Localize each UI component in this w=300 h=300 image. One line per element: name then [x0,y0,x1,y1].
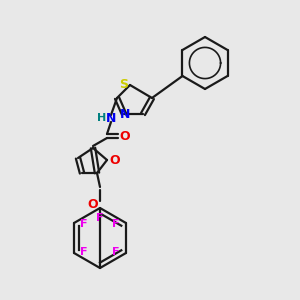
Text: O: O [120,130,130,142]
Text: H: H [98,113,106,123]
Text: F: F [112,247,120,257]
Text: N: N [106,112,116,124]
Text: O: O [110,154,120,166]
Text: F: F [112,219,120,229]
Text: F: F [80,247,88,257]
Text: F: F [96,213,104,223]
Text: S: S [119,79,128,92]
Text: F: F [80,219,88,229]
Text: O: O [88,199,98,212]
Text: N: N [120,109,130,122]
